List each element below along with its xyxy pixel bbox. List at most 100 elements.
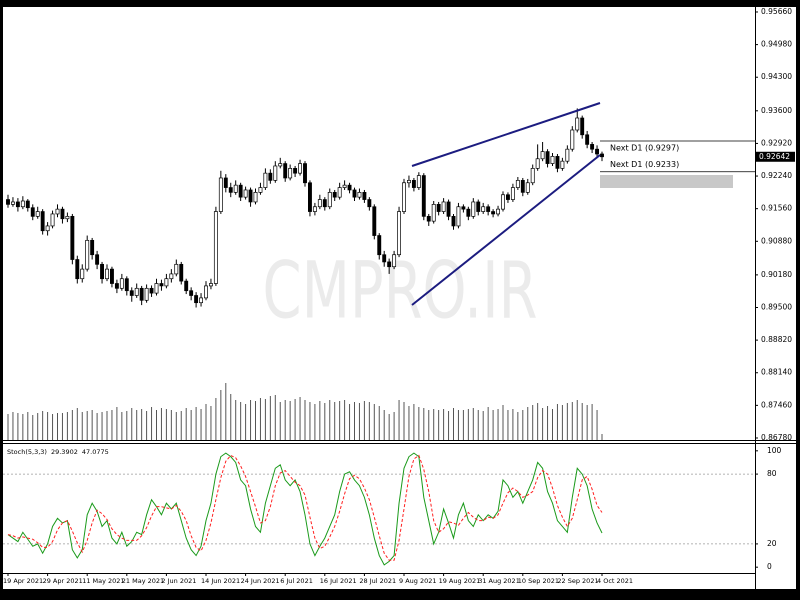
candle-body [461, 206, 466, 210]
candle-body [243, 189, 248, 198]
candle-body [431, 204, 436, 222]
y-tick-label: 0.93600 [761, 106, 792, 115]
y-tick-label: 0.95660 [761, 7, 792, 16]
candle-body [45, 225, 50, 232]
candle-body [496, 208, 501, 215]
y-tick-label: 0 [767, 562, 772, 571]
candle-body [565, 148, 570, 162]
candle-body [124, 278, 129, 292]
y-tick-label: 20 [767, 539, 777, 548]
y-tick-label: 0.90880 [761, 236, 792, 245]
candle-body [253, 192, 258, 203]
candle-body [441, 201, 446, 212]
candle-body [327, 192, 332, 208]
candle-body [481, 206, 486, 212]
candle-body [268, 172, 273, 181]
x-tick-label: 4 Oct 2021 [597, 577, 633, 585]
y-tick-label: 100 [767, 446, 782, 455]
y-tick-label: 0.88140 [761, 368, 792, 377]
candle-body [555, 156, 560, 169]
candle-body [466, 208, 471, 217]
indicator-value: 47.0775 [82, 448, 109, 456]
candle-body [550, 156, 555, 164]
candle-body [471, 201, 476, 217]
x-tick-label: 2 Jun 2021 [161, 577, 196, 585]
y-tick-label: 0.86780 [761, 433, 792, 442]
candle-body [258, 187, 263, 193]
candle-body [35, 211, 40, 217]
axis-layer: 0.95660 0.94980 0.94300 0.93600 0.92920 0.922… [3, 7, 795, 585]
candle-body [303, 163, 307, 184]
x-tick-label: 21 May 2021 [122, 577, 164, 585]
candle-body [144, 287, 149, 301]
stoch-layer: Stoch(5,3,3) 29.3902 47.0775 [3, 448, 755, 566]
candle-body [407, 180, 411, 184]
candle-body [402, 182, 406, 212]
candle-body [90, 239, 95, 256]
x-tick-label: 19 Apr 2021 [3, 577, 43, 585]
candle-body [25, 200, 30, 209]
stoch-line [7, 452, 603, 566]
candle-body [159, 283, 164, 287]
candle-body [337, 187, 342, 198]
candle-body [520, 180, 525, 193]
x-tick-label: 29 Apr 2021 [43, 577, 83, 585]
y-tick-label: 0.94300 [761, 72, 792, 81]
candle-body [30, 207, 35, 217]
candle-body [456, 206, 461, 227]
y-tick-label: 0.90180 [761, 270, 792, 279]
candle-body [446, 201, 451, 217]
candle-body [560, 160, 565, 169]
candle-body [476, 201, 481, 212]
candle-body [288, 168, 293, 179]
candle-body [506, 194, 510, 200]
y-tick-label: 0.87460 [761, 400, 792, 409]
candle-body [105, 268, 109, 280]
candle-body [109, 268, 114, 284]
level-label: Next D1 (0.9233) [610, 160, 679, 169]
y-tick-label: 0.92920 [761, 138, 792, 147]
candle-body [134, 287, 139, 296]
candle-body [20, 200, 25, 208]
candle-body [600, 153, 604, 158]
y-tick-label: 0.88820 [761, 335, 792, 344]
candle-body [273, 165, 278, 181]
candle-body [11, 201, 15, 205]
candle-body [486, 206, 491, 212]
x-tick-label: 28 Jul 2021 [359, 577, 396, 585]
candle-body [585, 134, 590, 145]
x-tick-label: 16 Jul 2021 [320, 577, 357, 585]
y-tick-label: 0.94980 [761, 40, 792, 49]
x-tick-label: 31 Aug 2021 [478, 577, 520, 585]
canvas [3, 7, 796, 589]
x-tick-label: 11 May 2021 [82, 577, 124, 585]
candle-body [590, 144, 595, 150]
candle-body [154, 283, 159, 294]
wedge-upper [411, 102, 601, 167]
x-tick-label: 14 Jun 2021 [201, 577, 240, 585]
candle-body [357, 192, 362, 198]
candle-body [114, 283, 119, 289]
candle-body [169, 273, 174, 280]
candle-body [570, 129, 575, 150]
indicator-title: Stoch(5,3,3) [7, 448, 47, 456]
candle-body [397, 211, 402, 256]
candle-body [184, 280, 189, 292]
candle-body [55, 208, 60, 215]
candle-body [218, 177, 223, 212]
candle-body [149, 287, 154, 294]
candle-body [15, 201, 20, 208]
wedge-lower [411, 154, 601, 306]
candle-body [322, 199, 327, 208]
candle-body [595, 148, 600, 155]
last-price-box [756, 151, 795, 162]
candle-body [204, 285, 208, 299]
candle-body [278, 163, 283, 167]
candle-body [95, 254, 100, 265]
y-tick-label: 0.91560 [761, 204, 792, 213]
candle-body [510, 187, 515, 200]
candle-body [530, 168, 535, 184]
candle-body [65, 215, 70, 220]
candle-body [293, 168, 298, 174]
candle-body [332, 192, 337, 198]
